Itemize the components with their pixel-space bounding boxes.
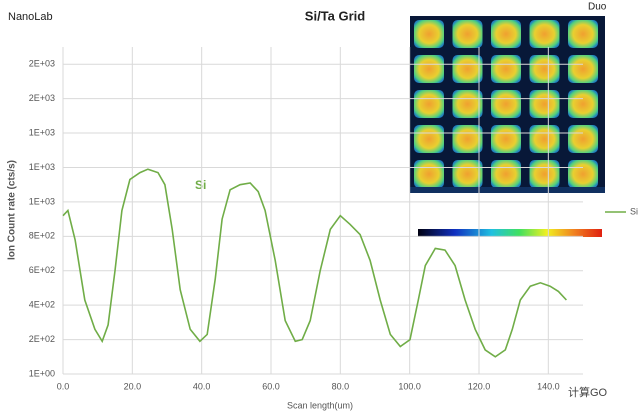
chart-title: Si/Ta Grid	[305, 8, 365, 23]
x-tick-label: 20.0	[124, 381, 142, 391]
x-tick-label: 40.0	[193, 381, 211, 391]
y-tick-label: 1E+00	[29, 368, 55, 378]
grid-square	[568, 55, 598, 83]
y-tick-label: 1E+03	[29, 162, 55, 172]
annotation: Si	[195, 178, 206, 192]
corner-right: Duo	[588, 2, 607, 13]
grid-square	[414, 125, 444, 153]
grid-square	[452, 90, 483, 118]
color-bar	[418, 229, 602, 237]
grid-square	[568, 90, 598, 118]
y-axis-label: Ion Count rate (cts/s)	[7, 160, 18, 260]
y-tick-label: 6E+02	[29, 265, 55, 275]
grid-square	[452, 55, 483, 83]
grid-square	[529, 20, 560, 48]
y-tick-label: 4E+02	[29, 300, 55, 310]
x-tick-label: 120.0	[468, 381, 491, 391]
y-tick-label: 8E+02	[29, 231, 55, 241]
x-axis-label: Scan length(um)	[287, 400, 353, 410]
grid-square	[529, 90, 560, 118]
grid-square	[529, 55, 560, 83]
grid-square	[452, 125, 483, 153]
y-tick-label: 2E+03	[29, 59, 55, 69]
sem-image	[410, 16, 605, 193]
grid-square	[491, 20, 521, 48]
x-tick-label: 0.0	[57, 381, 70, 391]
grid-square	[414, 55, 444, 83]
grid-square	[452, 160, 483, 188]
x-tick-label: 80.0	[332, 381, 350, 391]
x-tick-label: 100.0	[398, 381, 421, 391]
x-tick-label: 140.0	[537, 381, 560, 391]
grid-square	[452, 20, 483, 48]
grid-square	[414, 20, 444, 48]
grid-square	[414, 160, 444, 188]
grid-square	[568, 125, 598, 153]
legend-label: Si	[630, 206, 638, 216]
y-tick-label: 1E+03	[29, 127, 55, 137]
grid-square	[491, 90, 521, 118]
grid-square	[529, 125, 560, 153]
grid-square	[568, 20, 598, 48]
grid-square	[491, 160, 521, 188]
image-caption-bar	[410, 187, 605, 193]
watermark: 计算GO	[568, 385, 608, 399]
y-tick-label: 2E+03	[29, 93, 55, 103]
grid-square	[414, 90, 444, 118]
y-tick-label: 2E+02	[29, 334, 55, 344]
y-tick-label: 1E+03	[29, 196, 55, 206]
grid-square	[568, 160, 598, 188]
corner-left: NanoLab	[8, 11, 53, 23]
data-line	[62, 168, 567, 358]
grid-square	[491, 55, 521, 83]
grid-square	[529, 160, 560, 188]
grid-square	[491, 125, 521, 153]
x-tick-label: 60.0	[262, 381, 280, 391]
